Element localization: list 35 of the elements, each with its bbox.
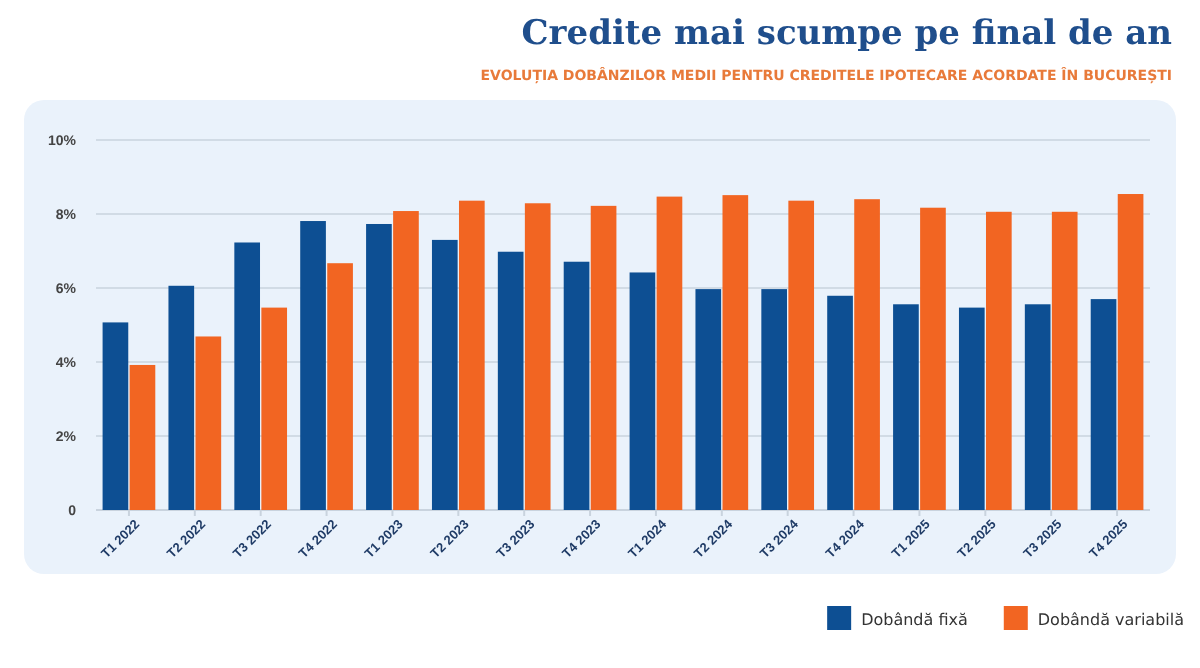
bar [920,207,946,510]
bar [1024,304,1051,510]
bar [195,336,222,510]
bar [102,322,129,510]
bar [458,200,485,510]
bar [695,289,722,510]
bar [1051,211,1078,510]
bar [985,211,1012,510]
bar [1117,194,1144,510]
chart-title: Credite mai scumpe pe final de an [521,14,1172,54]
legend-label: Dobândă fixă [861,611,968,629]
bar [563,261,590,510]
bar [761,289,788,510]
bar [366,223,392,510]
bar [854,199,880,510]
bar [827,295,853,510]
bar [300,221,326,510]
bar [393,211,419,510]
bar [261,307,288,510]
bar [893,304,919,510]
bar [656,196,683,510]
bar [168,285,195,510]
bar [327,263,353,510]
bar [788,200,815,510]
bar [722,195,749,510]
bar [629,272,656,510]
bar [1090,299,1117,510]
bar [590,205,617,510]
legend-label: Dobândă variabilă [1037,611,1185,629]
bar [497,251,524,510]
bar [129,364,156,510]
bar [524,203,551,510]
bar [431,239,458,510]
bar [234,242,261,510]
bar [958,307,985,510]
